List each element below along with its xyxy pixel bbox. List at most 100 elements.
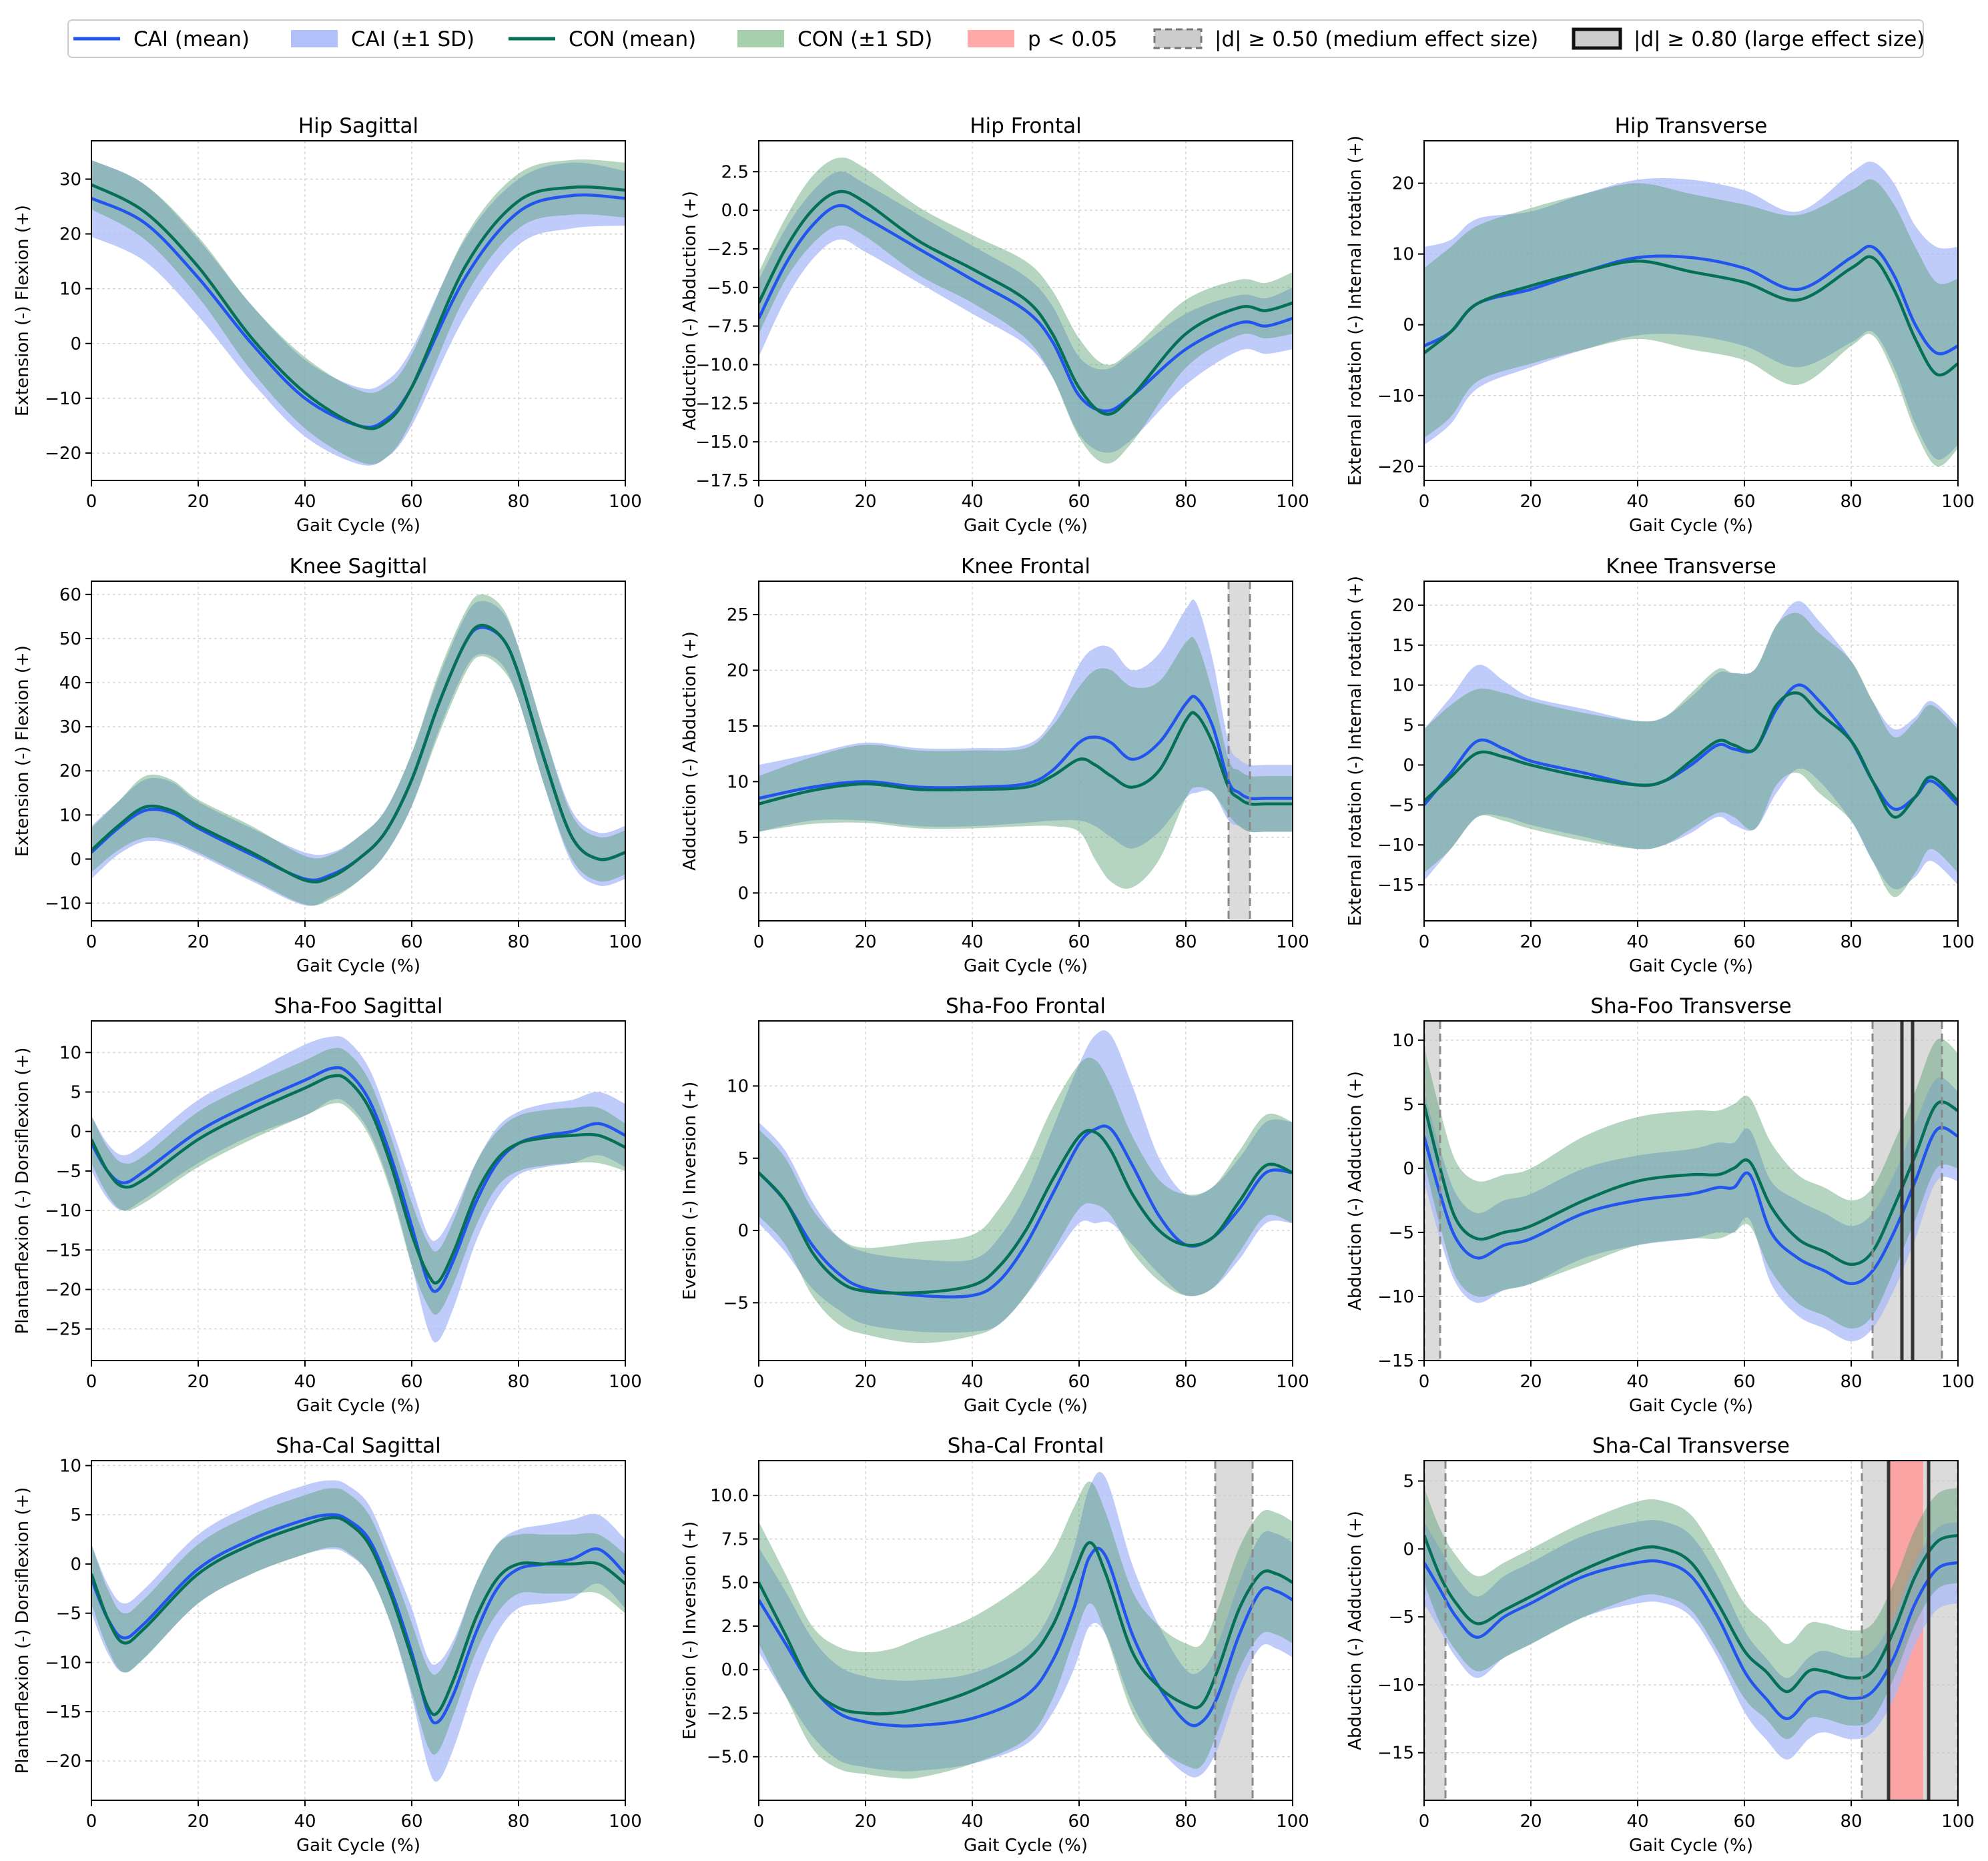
legend-label: |d| ≥ 0.80 (large effect size) [1634, 27, 1925, 51]
chart-title: Sha-Cal Frontal [948, 1434, 1104, 1458]
cai-sd-band [91, 1036, 625, 1343]
legend-patch-swatch [968, 30, 1014, 47]
y-tick-label: 10 [59, 1456, 81, 1476]
chart-title: Sha-Cal Transverse [1592, 1434, 1790, 1458]
legend-label: |d| ≥ 0.50 (medium effect size) [1215, 27, 1538, 51]
y-tick-label: 5 [1403, 1472, 1414, 1492]
y-axis-label: Abduction (-) Adduction (+) [1345, 1071, 1365, 1311]
y-tick-label: 5 [70, 1505, 81, 1525]
y-tick-label: −20 [45, 1752, 81, 1772]
x-tick-label: 40 [1626, 932, 1648, 952]
y-tick-label: 50 [59, 629, 81, 649]
x-tick-label: 0 [1419, 492, 1430, 512]
x-tick-label: 0 [753, 492, 765, 512]
y-tick-label: −10 [1377, 1287, 1414, 1307]
y-tick-label: −5 [723, 1293, 749, 1313]
legend-item: CON (mean) [509, 27, 696, 51]
x-tick-label: 100 [609, 1812, 642, 1832]
chart-title: Hip Frontal [970, 114, 1081, 138]
con-sd-band [1424, 1487, 1958, 1740]
x-tick-label: 60 [1068, 932, 1090, 952]
legend-label: p < 0.05 [1028, 27, 1117, 51]
cai-mean-line [91, 193, 625, 429]
chart-panel: 0 20 40 60 80 100 −5 0 5 10 Sha-Foo Frontal Gait Cy… [680, 994, 1309, 1416]
chart-title: Hip Transverse [1615, 114, 1768, 138]
y-tick-label: 10 [1392, 676, 1414, 696]
con-sd-band [91, 1488, 625, 1755]
axes-frame [91, 1460, 626, 1801]
y-tick-label: 25 [727, 605, 749, 625]
x-tick-label: 0 [86, 932, 97, 952]
plot-area [759, 1461, 1293, 1800]
x-tick-label: 100 [609, 1372, 642, 1392]
con-sd-band [759, 1058, 1293, 1344]
plot-area [1424, 1461, 1958, 1800]
y-tick-label: 7.5 [721, 1529, 749, 1549]
plot-area [91, 581, 625, 921]
y-tick-label: −15 [1377, 1744, 1414, 1764]
legend-large-effect-swatch [1572, 27, 1622, 50]
x-axis-label: Gait Cycle (%) [1629, 1836, 1753, 1856]
axes-frame [1423, 1020, 1959, 1361]
y-tick-label: 0 [737, 1221, 749, 1241]
y-tick-label: 10 [1392, 1031, 1414, 1051]
y-tick-label: −2.5 [707, 240, 749, 260]
x-axis-label: Gait Cycle (%) [1629, 956, 1753, 976]
x-tick-label: 20 [854, 932, 876, 952]
y-axis-label: Extension (-) Flexion (+) [13, 645, 33, 857]
x-tick-label: 100 [1276, 1812, 1309, 1832]
x-tick-label: 20 [187, 492, 209, 512]
y-tick-label: −15 [1377, 1351, 1414, 1371]
y-axis-label: Eversion (-) Inversion (+) [680, 1521, 700, 1740]
con-mean-line [91, 1074, 625, 1285]
y-tick-label: 0.0 [721, 201, 749, 221]
x-tick-label: 20 [1520, 492, 1542, 512]
legend-item: CAI (±1 SD) [291, 27, 474, 51]
x-tick-label: 60 [1068, 492, 1090, 512]
x-tick-label: 40 [961, 932, 983, 952]
y-tick-label: 60 [59, 585, 81, 605]
x-tick-label: 80 [1175, 492, 1197, 512]
axes-frame [1423, 581, 1959, 921]
y-tick-label: −10 [45, 894, 81, 914]
x-axis-label: Gait Cycle (%) [296, 956, 420, 976]
y-tick-label: 5.0 [721, 1573, 749, 1593]
y-tick-label: −15 [45, 1240, 81, 1260]
y-axis-label: External rotation (-) Internal rotation … [1345, 576, 1365, 926]
chart-title: Knee Frontal [961, 554, 1090, 579]
x-tick-label: 100 [1941, 1372, 1975, 1392]
axes-frame [91, 140, 626, 481]
y-tick-label: 5 [1403, 716, 1414, 736]
legend-label: CON (±1 SD) [797, 27, 932, 51]
y-tick-label: 40 [59, 673, 81, 693]
y-tick-label: −15 [45, 1702, 81, 1722]
cai-mean-line [91, 1513, 625, 1725]
y-axis-label: Plantarflexion (-) Dorsiflexion (+) [13, 1487, 33, 1774]
x-tick-label: 0 [753, 1812, 765, 1832]
legend-patch-swatch [291, 30, 338, 47]
x-tick-label: 20 [1520, 1812, 1542, 1832]
y-tick-label: −20 [45, 444, 81, 464]
x-tick-label: 60 [1733, 1812, 1755, 1832]
legend: CAI (mean) CAI (±1 SD) CON (mean) CON (±1 S… [67, 19, 1925, 58]
x-tick-label: 80 [1840, 1372, 1862, 1392]
x-tick-label: 40 [294, 1372, 316, 1392]
x-tick-label: 40 [961, 1372, 983, 1392]
x-axis-label: Gait Cycle (%) [964, 516, 1088, 536]
x-tick-label: 20 [187, 932, 209, 952]
cai-mean-line [759, 204, 1293, 413]
con-sd-band [759, 637, 1293, 889]
y-tick-label: 30 [59, 717, 81, 737]
x-axis-label: Gait Cycle (%) [1629, 516, 1753, 536]
con-mean-line [91, 1516, 625, 1716]
x-axis-label: Gait Cycle (%) [296, 516, 420, 536]
x-tick-label: 20 [187, 1812, 209, 1832]
cai-mean-line [1424, 1559, 1958, 1721]
y-tick-label: −15 [1377, 875, 1414, 895]
x-axis-label: Gait Cycle (%) [964, 1396, 1088, 1416]
x-tick-label: 80 [1175, 1372, 1197, 1392]
x-tick-label: 0 [86, 492, 97, 512]
legend-label: CAI (mean) [133, 27, 250, 51]
cai-sd-band [1424, 1520, 1958, 1760]
